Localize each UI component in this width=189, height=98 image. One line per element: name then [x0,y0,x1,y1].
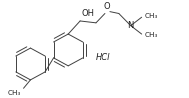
Text: O: O [104,2,110,11]
Text: CH₃: CH₃ [145,32,158,38]
Text: CH₃: CH₃ [145,13,158,19]
Text: OH: OH [81,9,94,18]
Text: HCl: HCl [96,53,110,62]
Text: N: N [128,21,134,30]
Text: CH₃: CH₃ [7,90,21,96]
